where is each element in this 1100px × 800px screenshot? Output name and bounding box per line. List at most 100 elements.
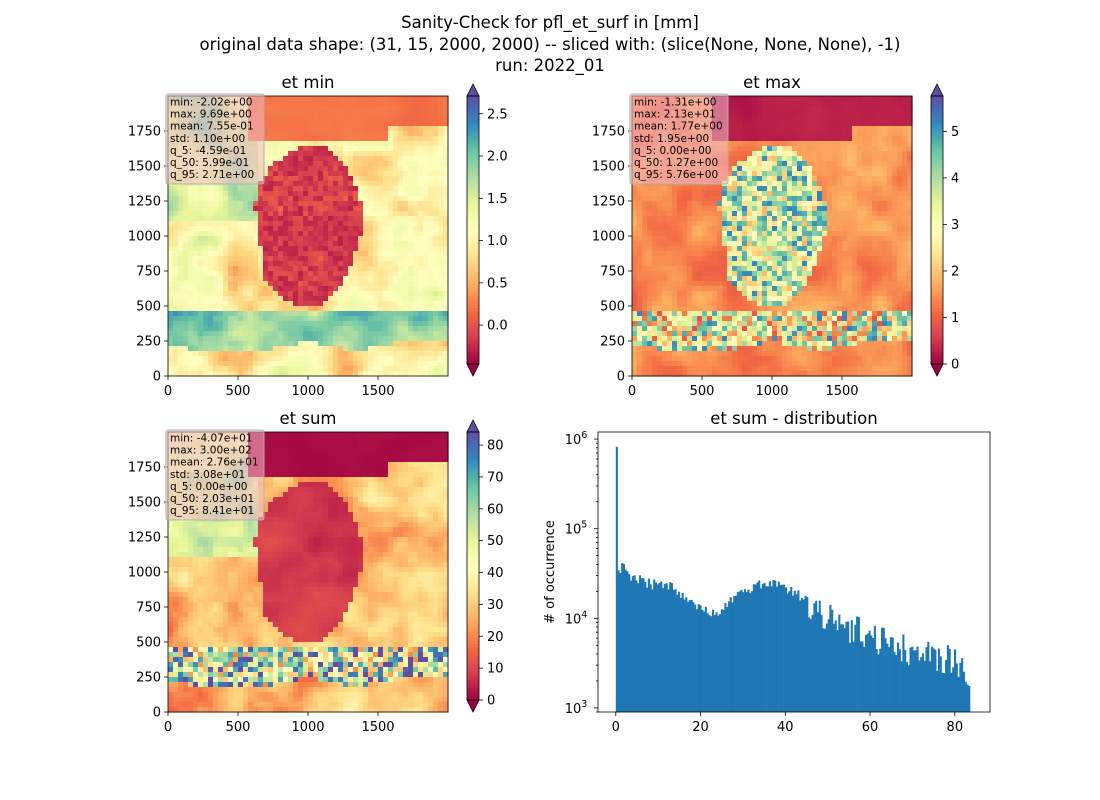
- heatmap-cell: [777, 151, 783, 157]
- heatmap-cell: [183, 351, 189, 357]
- heatmap-cell: [328, 136, 334, 142]
- heatmap-cell: [438, 321, 444, 327]
- heatmap-cell: [193, 366, 199, 372]
- heatmap-cell: [288, 171, 294, 177]
- heatmap-cell: [243, 316, 249, 322]
- heatmap-cell: [737, 106, 743, 112]
- heatmap-cell: [368, 301, 374, 307]
- heatmap-cell: [393, 186, 399, 192]
- heatmap-cell: [862, 161, 868, 167]
- heatmap-cell: [762, 126, 768, 132]
- heatmap-cell: [333, 226, 339, 232]
- heatmap-cell: [243, 246, 249, 252]
- heatmap-cell: [423, 116, 429, 122]
- heatmap-cell: [373, 226, 379, 232]
- heatmap-cell: [243, 251, 249, 257]
- heatmap-cell: [383, 236, 389, 242]
- heatmap-cell: [343, 96, 349, 102]
- heatmap-cell: [303, 236, 309, 242]
- heatmap-cell: [293, 336, 299, 342]
- heatmap-cell: [797, 191, 803, 197]
- heatmap-cell: [852, 206, 858, 212]
- heatmap-cell: [278, 171, 284, 177]
- heatmap-cell: [368, 196, 374, 202]
- heatmap-cell: [418, 326, 424, 332]
- colorbar-step: [467, 113, 479, 118]
- heatmap-cell: [333, 331, 339, 337]
- heatmap-cell: [193, 216, 199, 222]
- heatmap-cell: [188, 311, 194, 317]
- heatmap-cell: [418, 236, 424, 242]
- heatmap-cell: [692, 196, 698, 202]
- heatmap-cell: [827, 101, 833, 107]
- heatmap-cell: [303, 211, 309, 217]
- heatmap-cell: [323, 286, 329, 292]
- heatmap-cell: [353, 351, 359, 357]
- heatmap-cell: [727, 186, 733, 192]
- heatmap-cell: [263, 356, 269, 362]
- heatmap-cell: [727, 221, 733, 227]
- heatmap-cell: [393, 341, 399, 347]
- heatmap-cell: [383, 221, 389, 227]
- colorbar-step: [467, 182, 479, 186]
- heatmap-cell: [817, 181, 823, 187]
- heatmap-cell: [877, 176, 883, 182]
- heatmap-cell: [787, 96, 793, 102]
- heatmap-cell: [273, 176, 279, 182]
- heatmap-cell: [233, 306, 239, 312]
- heatmap-cell: [318, 156, 324, 162]
- heatmap-cell: [837, 106, 843, 112]
- heatmap-cell: [368, 191, 374, 197]
- heatmap-cell: [368, 156, 374, 162]
- heatmap-cell: [897, 176, 903, 182]
- heatmap-cell: [687, 226, 693, 232]
- heatmap-cell: [792, 111, 798, 117]
- heatmap-cell: [428, 181, 434, 187]
- heatmap-cell: [363, 216, 369, 222]
- heatmap-cell: [797, 196, 803, 202]
- heatmap-cell: [433, 306, 439, 312]
- heatmap-cell: [368, 106, 374, 112]
- heatmap-cell: [283, 311, 289, 317]
- heatmap-cell: [183, 211, 189, 217]
- heatmap-cell: [423, 266, 429, 272]
- heatmap-cell: [238, 246, 244, 252]
- heatmap-cell: [353, 286, 359, 292]
- colorbar-step: [467, 259, 479, 264]
- heatmap-cell: [273, 291, 279, 297]
- heatmap-cell: [173, 251, 179, 257]
- heatmap-cell: [273, 346, 279, 352]
- heatmap-cell: [842, 151, 848, 157]
- heatmap-cell: [408, 231, 414, 237]
- heatmap-cell: [363, 276, 369, 282]
- heatmap-cell: [822, 211, 828, 217]
- heatmap-cell: [258, 186, 264, 192]
- heatmap-cell: [368, 366, 374, 372]
- heatmap-cell: [747, 216, 753, 222]
- heatmap-cell: [313, 271, 319, 277]
- heatmap-cell: [802, 146, 808, 152]
- heatmap-cell: [263, 136, 269, 142]
- heatmap-cell: [777, 226, 783, 232]
- heatmap-cell: [283, 336, 289, 342]
- heatmap-cell: [348, 196, 354, 202]
- heatmap-cell: [283, 316, 289, 322]
- heatmap-cell: [203, 211, 209, 217]
- heatmap-cell: [418, 196, 424, 202]
- heatmap-cell: [218, 196, 224, 202]
- heatmap-cell: [393, 151, 399, 157]
- colorbar-step: [467, 289, 479, 294]
- heatmap-cell: [168, 346, 174, 352]
- heatmap-cell: [837, 151, 843, 157]
- heatmap-cell: [847, 111, 853, 117]
- heatmap-cell: [278, 311, 284, 317]
- heatmap-cell: [303, 306, 309, 312]
- heatmap-cell: [183, 331, 189, 337]
- heatmap-cell: [383, 346, 389, 352]
- heatmap-cell: [742, 176, 748, 182]
- heatmap-cell: [353, 336, 359, 342]
- heatmap-cell: [188, 316, 194, 322]
- heatmap-cell: [867, 151, 873, 157]
- heatmap-cell: [228, 191, 234, 197]
- heatmap-cell: [787, 211, 793, 217]
